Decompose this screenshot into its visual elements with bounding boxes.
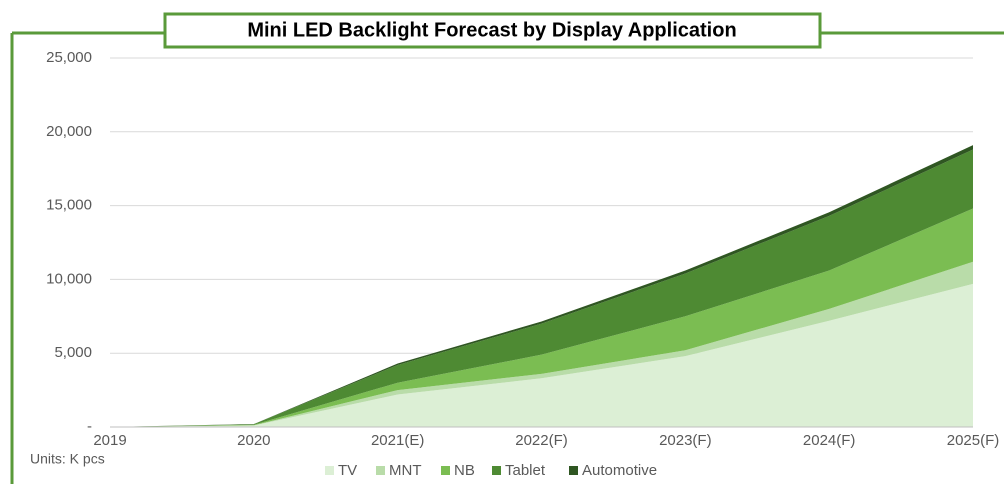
legend-label: TV — [338, 462, 357, 479]
y-tick-label: - — [87, 418, 92, 435]
legend-label: Tablet — [505, 462, 546, 479]
legend-label: MNT — [389, 462, 422, 479]
x-tick-label: 2024(F) — [803, 432, 856, 449]
x-tick-label: 2019 — [93, 432, 126, 449]
area — [110, 283, 973, 427]
y-tick-label: 15,000 — [46, 197, 92, 214]
legend-swatch — [569, 466, 578, 475]
x-tick-label: 2020 — [237, 432, 270, 449]
x-tick-label: 2025(F) — [947, 432, 1000, 449]
legend-label: NB — [454, 462, 475, 479]
x-tick-label: 2021(E) — [371, 432, 424, 449]
chart-title: Mini LED Backlight Forecast by Display A… — [247, 19, 736, 41]
legend-swatch — [325, 466, 334, 475]
x-tick-label: 2023(F) — [659, 432, 712, 449]
frame — [10, 12, 1004, 484]
y-tick-label: 20,000 — [46, 123, 92, 140]
units-label: Units: K pcs — [30, 451, 105, 467]
y-tick-label: 25,000 — [46, 49, 92, 66]
x-tick-label: 2022(F) — [515, 432, 568, 449]
legend-label: Automotive — [582, 462, 657, 479]
legend-swatch — [441, 466, 450, 475]
y-tick-label: 5,000 — [54, 344, 92, 361]
title-box — [163, 12, 822, 49]
legend-swatch — [492, 466, 501, 475]
y-tick-label: 10,000 — [46, 270, 92, 287]
legend-swatch — [376, 466, 385, 475]
